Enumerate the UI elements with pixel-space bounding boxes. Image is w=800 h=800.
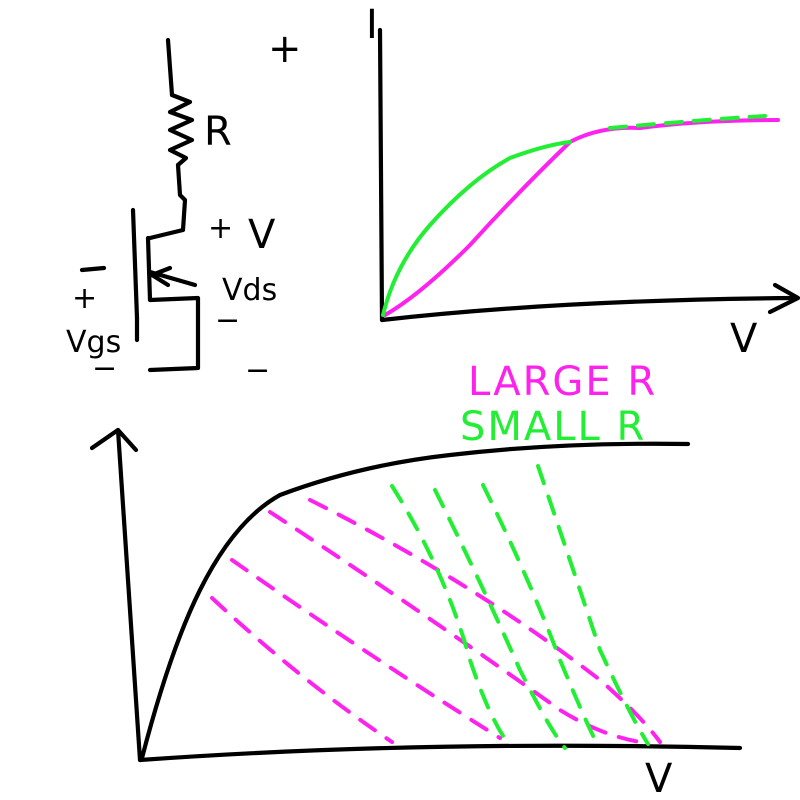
supply-plus-sign: + [268, 26, 302, 72]
mosfet-body-arrow-icon [147, 265, 198, 288]
load-line-large-r-4 [308, 498, 662, 744]
load-y-arrow-icon [89, 427, 139, 453]
vgs-minus-sign: − [92, 351, 117, 386]
legend-large-r: LARGE R [468, 359, 657, 405]
iv-curve-small-r [381, 140, 572, 317]
iv-x-arrow-icon [767, 282, 800, 315]
iv-curve-large-r [383, 118, 780, 317]
vds-minus-sign: − [215, 303, 240, 338]
iv-curve-small-r-dashed-tail [608, 114, 767, 130]
load-line-small-r-2 [433, 488, 567, 750]
ground-minus-sign: − [245, 353, 270, 388]
resistor-zigzag-icon [167, 92, 195, 168]
v-label: V [248, 212, 276, 258]
source-wire [147, 295, 201, 373]
supply-wire [165, 37, 175, 98]
vds-label: Vds [222, 273, 277, 308]
mosfet-channel-line [145, 235, 153, 303]
load-line-small-r-4 [536, 464, 650, 746]
load-line-large-r-2 [230, 558, 502, 740]
vgs-label: Vgs [66, 325, 121, 360]
load-lines-small-r [390, 464, 650, 750]
iv-y-axis [377, 27, 385, 323]
load-x-axis-label: V [645, 756, 673, 800]
mosfet-circuit: R + V + Vds − + Vgs − − [66, 26, 302, 388]
load-lines-large-r [210, 498, 662, 744]
load-y-axis [115, 427, 143, 763]
vgs-plus-sign: + [72, 281, 97, 316]
mosfet-gate-line [130, 207, 140, 321]
resistor-to-drain-wire [147, 162, 188, 241]
vds-plus-sign: + [208, 211, 233, 246]
load-x-axis [137, 743, 743, 763]
iv-y-axis-label: I [366, 2, 378, 48]
load-line-large-r-3 [268, 510, 642, 744]
iv-x-axis-label: V [730, 316, 758, 362]
load-line-small-r-3 [481, 483, 600, 748]
resistor-label: R [204, 109, 232, 155]
load-line-small-r-1 [390, 484, 512, 748]
load-line-plot: LARGE R SMALL R V [89, 359, 743, 800]
iv-plot: I V [366, 2, 800, 362]
iv-x-axis [379, 295, 798, 323]
legend-small-r: SMALL R [460, 404, 646, 450]
gate-minus-mark [79, 265, 107, 273]
output-characteristic-curve [139, 441, 691, 761]
load-line-large-r-1 [210, 596, 394, 744]
